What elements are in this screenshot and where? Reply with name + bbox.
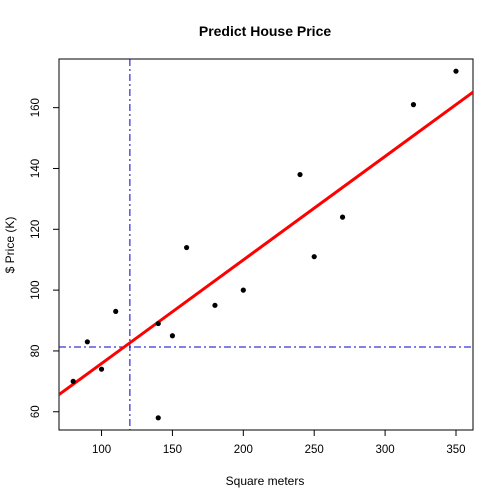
data-point (155, 320, 161, 327)
y-tick-label: 60 (30, 405, 42, 418)
data-point (184, 244, 190, 251)
x-tick-label: 350 (446, 444, 465, 456)
data-point (84, 339, 90, 345)
x-tick-label: 200 (234, 444, 253, 456)
data-point (453, 68, 459, 74)
y-tick-label: 160 (30, 98, 42, 117)
x-tick-label: 100 (92, 444, 111, 456)
data-point (240, 287, 246, 293)
data-point (169, 333, 176, 339)
data-point (113, 308, 119, 315)
y-tick-label: 120 (30, 220, 42, 239)
data-point (98, 366, 105, 372)
plot-area: 100 150 200 250 300 350 60 80 100 120 140 160 (30, 58, 474, 456)
data-point (155, 415, 161, 421)
y-axis-label: $ Price (K) (3, 217, 17, 274)
x-tick-label: 250 (305, 444, 324, 456)
chart-title: Predict House Price (199, 23, 331, 39)
data-point (70, 378, 76, 384)
x-tick-label: 150 (163, 444, 182, 456)
data-point (339, 214, 346, 220)
x-axis-label: Square meters (226, 474, 305, 488)
y-tick-label: 80 (30, 345, 42, 358)
data-point (311, 254, 317, 260)
data-point (212, 302, 218, 308)
regression-line (59, 90, 473, 396)
x-tick-label: 300 (376, 444, 395, 456)
data-point (297, 171, 303, 178)
y-tick-label: 140 (30, 159, 42, 178)
data-point (410, 102, 417, 108)
plot-frame (58, 58, 474, 431)
y-tick-label: 100 (30, 281, 42, 300)
